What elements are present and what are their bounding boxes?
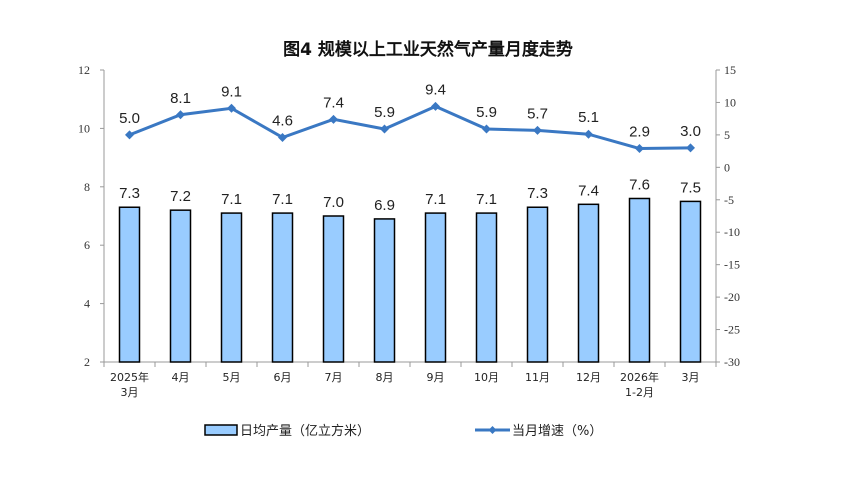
right-tick-label: -20 (724, 290, 740, 304)
line-data-label: 9.4 (425, 81, 446, 98)
right-tick-label: 15 (724, 63, 736, 77)
legend-line-label: 当月增速（%） (512, 424, 602, 439)
x-tick-label: 12月 (576, 371, 601, 384)
line-point (431, 101, 440, 111)
bar-data-label: 7.1 (425, 191, 446, 208)
left-tick-label: 2 (84, 355, 90, 369)
bar-data-label: 7.5 (680, 179, 701, 196)
bar-data-label: 7.1 (476, 191, 497, 208)
left-tick-label: 8 (84, 180, 90, 194)
x-tick-label: 5月 (223, 371, 241, 384)
line-point (329, 114, 338, 124)
line-data-label: 3.0 (680, 123, 701, 140)
growth-line (128, 104, 691, 151)
bar (322, 215, 345, 363)
line-point (482, 124, 491, 134)
line-data-label: 2.9 (629, 124, 650, 141)
line-point (380, 124, 389, 134)
x-tick-label: 8月 (376, 371, 394, 384)
bar-data-label: 7.1 (272, 191, 293, 208)
bar-data-label: 7.0 (323, 194, 344, 211)
line-data-label: 5.9 (374, 104, 395, 121)
right-tick-label: 0 (724, 160, 730, 174)
right-tick-label: 5 (724, 128, 730, 142)
bar-data-label: 7.4 (578, 182, 599, 199)
bar (424, 212, 447, 363)
bar (373, 218, 396, 363)
line-data-label: 9.1 (221, 83, 242, 100)
bar (526, 206, 549, 363)
right-tick-label: -25 (724, 323, 740, 337)
bar (220, 212, 243, 363)
x-tick-label: 1-2月 (625, 386, 654, 399)
left-tick-label: 6 (84, 238, 90, 252)
left-tick-label: 12 (78, 63, 90, 77)
legend: 日均产量（亿立方米） 当月增速（%） (204, 423, 602, 439)
legend-line-marker (488, 426, 497, 434)
bar (577, 203, 600, 363)
x-tick-label: 2026年 (620, 370, 659, 384)
bar (271, 212, 294, 363)
right-tick-label: -15 (724, 258, 740, 272)
bar-data-label: 7.2 (170, 188, 191, 205)
bar-data-label: 7.1 (221, 191, 242, 208)
chart-title: 图4 规模以上工业天然气产量月度走势 (283, 39, 573, 60)
line-data-label: 5.9 (476, 104, 497, 121)
line-data-label: 5.7 (527, 105, 548, 122)
legend-bar-swatch (204, 424, 238, 436)
x-tick-label: 7月 (325, 371, 343, 384)
x-tick-label: 3月 (121, 386, 139, 399)
x-tick-label: 11月 (525, 371, 550, 384)
x-tick-label: 9月 (427, 371, 445, 384)
bar-data-label: 6.9 (374, 197, 395, 214)
bar (679, 200, 702, 363)
line-data-label: 8.1 (170, 90, 191, 107)
line-data-label: 7.4 (323, 94, 344, 111)
x-tick-label: 4月 (172, 371, 190, 384)
bar (628, 197, 651, 363)
x-tick-label: 10月 (474, 371, 499, 384)
right-tick-label: -30 (724, 355, 740, 369)
bar-data-label: 7.3 (527, 185, 548, 202)
x-tick-label: 2025年 (110, 370, 149, 384)
bar-data-label: 7.6 (629, 176, 650, 193)
right-tick-label: -5 (724, 193, 734, 207)
line-point (278, 132, 287, 142)
line-point (227, 103, 236, 113)
left-tick-label: 10 (78, 121, 90, 135)
line-point (686, 143, 695, 153)
line-point (635, 144, 644, 154)
line-point (533, 125, 542, 135)
right-tick-label: -10 (724, 225, 740, 239)
x-tick-label: 3月 (682, 371, 700, 384)
line-data-label: 5.0 (119, 110, 140, 127)
line-point (125, 130, 134, 140)
bar (118, 206, 141, 363)
line-data-label: 5.1 (578, 109, 599, 126)
legend-bar-label: 日均产量（亿立方米） (240, 423, 370, 439)
x-tick-label: 6月 (274, 371, 292, 384)
right-tick-label: 10 (724, 95, 736, 109)
line-point (176, 110, 185, 120)
bar-data-label: 7.3 (119, 185, 140, 202)
line-data-label: 4.6 (272, 112, 293, 129)
line-point (584, 129, 593, 139)
bar (169, 209, 192, 363)
left-tick-label: 4 (84, 297, 90, 311)
bar (475, 212, 498, 363)
